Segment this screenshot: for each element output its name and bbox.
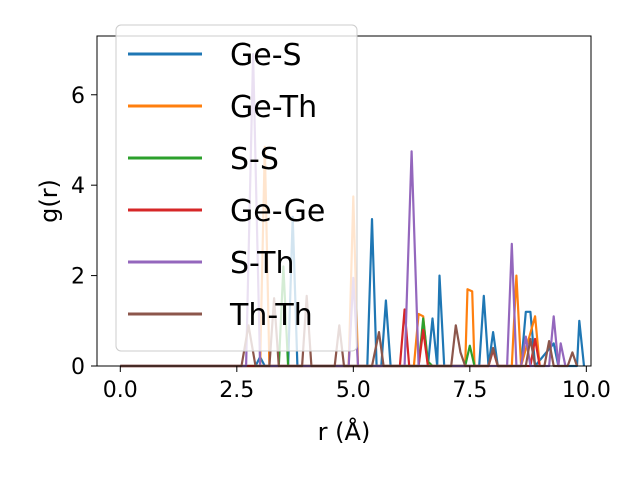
x-tick-label: 7.5	[452, 378, 487, 403]
x-tick-label: 5.0	[336, 378, 371, 403]
y-tick-label: 6	[71, 84, 85, 109]
y-tick-label: 0	[71, 355, 85, 380]
legend-label-ge-th: Ge-Th	[230, 90, 317, 125]
x-tick-label: 10.0	[562, 378, 611, 403]
y-tick-label: 2	[71, 265, 85, 290]
y-axis: 0 2 4 6	[71, 84, 97, 380]
x-tick-label: 2.5	[219, 378, 254, 403]
legend-label-ge-s: Ge-S	[230, 38, 302, 73]
x-tick-label: 0.0	[103, 378, 138, 403]
y-axis-label: g(r)	[35, 179, 63, 223]
x-axis: 0.0 2.5 5.0 7.5 10.0	[103, 366, 611, 403]
legend-label-s-s: S-S	[230, 142, 279, 177]
legend-label-s-th: S-Th	[230, 246, 294, 281]
legend-label-th-th: Th-Th	[229, 298, 313, 333]
x-axis-label: r (Å)	[318, 417, 371, 446]
legend: Ge-S Ge-Th S-S Ge-Ge S-Th Th-Th	[115, 24, 358, 352]
y-tick-label: 4	[71, 174, 85, 199]
legend-label-ge-ge: Ge-Ge	[230, 194, 325, 229]
